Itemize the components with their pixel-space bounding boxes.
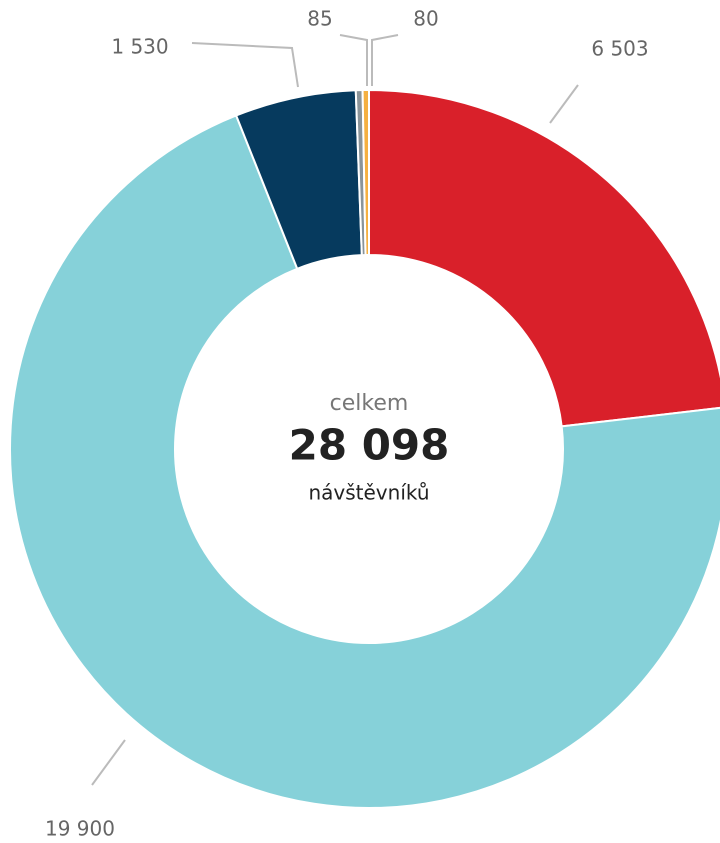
value-label: 1 530 — [111, 35, 168, 59]
center-label: celkem — [330, 391, 409, 416]
leader-line — [91, 739, 126, 786]
leader-line — [549, 84, 579, 124]
leader-line — [191, 42, 299, 88]
value-label: 6 503 — [591, 37, 648, 61]
leader-line — [339, 34, 368, 86]
value-label: 19 900 — [45, 817, 115, 841]
leader-line — [371, 34, 399, 86]
center-unit: návštěvníků — [308, 481, 429, 505]
donut-slice — [368, 88, 720, 428]
donut-slice — [9, 114, 720, 809]
value-label: 85 — [307, 7, 332, 31]
donut-slice — [361, 88, 370, 257]
center-total: 28 098 — [289, 421, 450, 470]
value-label: 80 — [413, 7, 438, 31]
